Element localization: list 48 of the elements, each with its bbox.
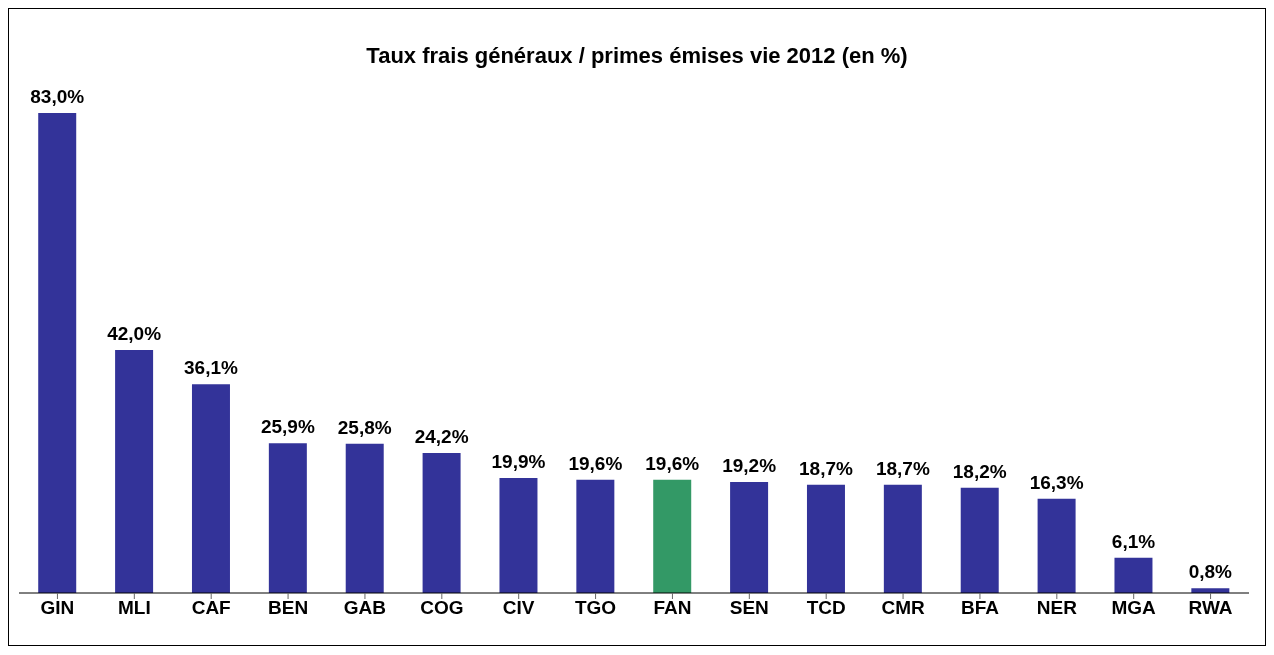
- bar: [191, 384, 230, 593]
- data-label: 25,9%: [260, 416, 315, 438]
- data-label: 36,1%: [184, 357, 239, 379]
- x-tick-label: CAF: [191, 597, 231, 619]
- chart-title: Taux frais généraux / primes émises vie 2012 (en %): [365, 42, 909, 70]
- bar: [115, 350, 154, 593]
- data-label: 42,0%: [107, 323, 162, 345]
- x-tick-label: FAN: [653, 597, 692, 619]
- bar: [883, 484, 922, 593]
- bar: [806, 484, 845, 593]
- x-tick-label: GAB: [343, 597, 387, 619]
- bar: [499, 477, 538, 593]
- bar: [730, 481, 769, 593]
- data-label: 18,2%: [952, 460, 1007, 482]
- bar: [1114, 557, 1153, 593]
- x-tick-label: CIV: [502, 597, 535, 619]
- bar: [1037, 498, 1076, 593]
- x-tick-label: CMR: [881, 597, 925, 619]
- x-tick-label: NER: [1036, 597, 1078, 619]
- data-label: 18,7%: [875, 457, 930, 479]
- data-label: 18,7%: [799, 457, 854, 479]
- bar: [345, 443, 384, 593]
- data-label: 19,2%: [722, 454, 777, 476]
- x-tick-label: BEN: [268, 597, 309, 619]
- data-label: 25,8%: [337, 416, 392, 438]
- bar: [576, 479, 615, 593]
- data-label: 19,6%: [645, 452, 700, 474]
- x-tick-label: GIN: [40, 597, 75, 619]
- x-tick-label: BFA: [960, 597, 1000, 619]
- x-tick-label: TCD: [806, 597, 846, 619]
- data-label: 6,1%: [1111, 530, 1156, 552]
- bar: [422, 453, 461, 593]
- bar: [960, 487, 999, 593]
- data-label: 19,9%: [491, 450, 546, 472]
- bar: [38, 113, 77, 593]
- x-tick-label: COG: [420, 597, 464, 619]
- x-tick-label: SEN: [729, 597, 769, 619]
- x-tick-label: MGA: [1111, 597, 1157, 619]
- data-label: 83,0%: [30, 86, 85, 107]
- bar: [653, 479, 692, 593]
- bar: [268, 443, 307, 593]
- x-tick-label: RWA: [1188, 597, 1233, 619]
- data-label: 19,6%: [568, 452, 623, 474]
- x-tick-label: TGO: [574, 597, 617, 619]
- data-label: 24,2%: [414, 426, 469, 448]
- data-label: 0,8%: [1188, 561, 1233, 583]
- x-tick-label: MLI: [117, 597, 151, 619]
- data-label: 16,3%: [1029, 471, 1084, 493]
